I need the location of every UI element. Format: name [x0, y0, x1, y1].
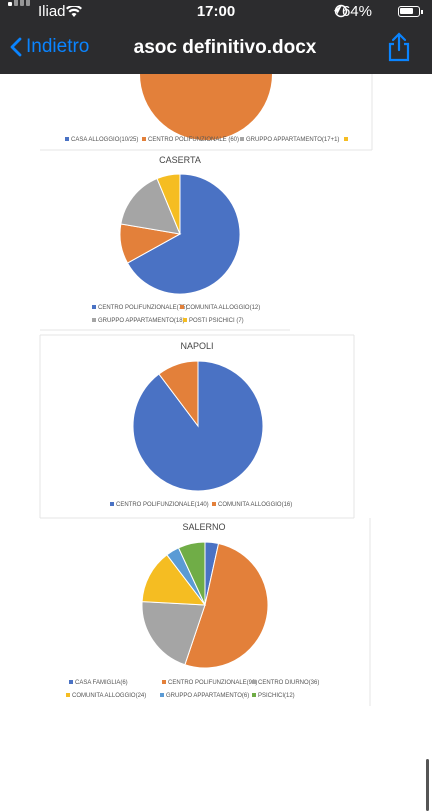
chart-title: SALERNO [182, 522, 225, 532]
chart-title: NAPOLI [180, 341, 213, 351]
legend-label: COMUNITA ALLOGGIO(24) [72, 693, 146, 699]
battery-percent: 64% [341, 3, 372, 20]
chart-salerno: SALERNO CASA FAMIGLIA(6) CENTRO POLIFUNZ… [66, 518, 371, 706]
legend-label: CENTRO POLIFUNZIONALE(75) [98, 305, 187, 311]
pie-slice [158, 360, 199, 428]
navigation-bar: Iliad 17:00 64% Indietro asoc definitivo… [0, 0, 432, 74]
charts-canvas: CASA ALLOGGIO(10/25) CENTRO POLIFUNZIONA… [39, 74, 373, 706]
legend-label: COMUNITA ALLOGGIO(16) [218, 502, 292, 508]
pie-slice [141, 554, 207, 606]
legend-label: GRUPPO APPARTAMENTO(6) [166, 693, 249, 699]
legend-label: PSICHICI(12) [258, 693, 295, 699]
chart-napoli: NAPOLI CENTRO POLIFUNZIONALE(140) COMUNI… [39, 334, 355, 519]
clock: 17:00 [196, 3, 236, 20]
carrier-label: Iliad [38, 3, 66, 20]
back-button[interactable]: Indietro [10, 36, 89, 58]
legend-label: CASA FAMIGLIA(6) [75, 680, 128, 686]
document-title: asoc definitivo.docx [133, 37, 317, 58]
pie-slice [177, 541, 206, 606]
status-bar: Iliad 17:00 64% [0, 0, 432, 24]
pie-slice [140, 74, 272, 140]
scrollbar-thumb[interactable] [426, 759, 429, 811]
legend-label: CASA ALLOGGIO(10/25) [71, 137, 138, 143]
legend-label: CENTRO POLIFUNZIONALE(140) [116, 502, 209, 508]
pie-slice [156, 173, 181, 235]
legend-label: CENTRO POLIFUNZIONALE(90) [168, 680, 257, 686]
chart-title: CASERTA [159, 155, 201, 165]
pie-slice [126, 173, 241, 295]
document-content[interactable]: CASA ALLOGGIO(10/25) CENTRO POLIFUNZIONA… [0, 74, 432, 811]
pie-slice [141, 601, 206, 666]
back-label: Indietro [26, 36, 90, 57]
legend-label: CENTRO DIURNO(36) [258, 680, 319, 686]
legend-label: POSTI PSICHICI (7) [189, 318, 244, 324]
battery-icon [398, 6, 423, 17]
location-icon [334, 4, 348, 18]
chart-1: CASA ALLOGGIO(10/25) CENTRO POLIFUNZIONA… [40, 74, 373, 151]
chart-caserta: CASERTA CENTRO POLIFUNZIONALE(75) COMUNI… [40, 155, 290, 331]
pie-slice [184, 542, 269, 669]
legend-label: CENTRO POLIFUNZIONALE (60) [148, 137, 239, 143]
legend-label: COMUNITA ALLOGGIO(12) [186, 305, 260, 311]
share-icon[interactable] [386, 32, 412, 62]
legend-label: GRUPPO APPARTAMENTO(17+1) [246, 137, 339, 143]
wifi-icon [66, 6, 82, 17]
legend-label: GRUPPO APPARTAMENTO(18) [98, 318, 185, 324]
pie-slice [120, 177, 181, 235]
chevron-left-icon [10, 37, 22, 57]
